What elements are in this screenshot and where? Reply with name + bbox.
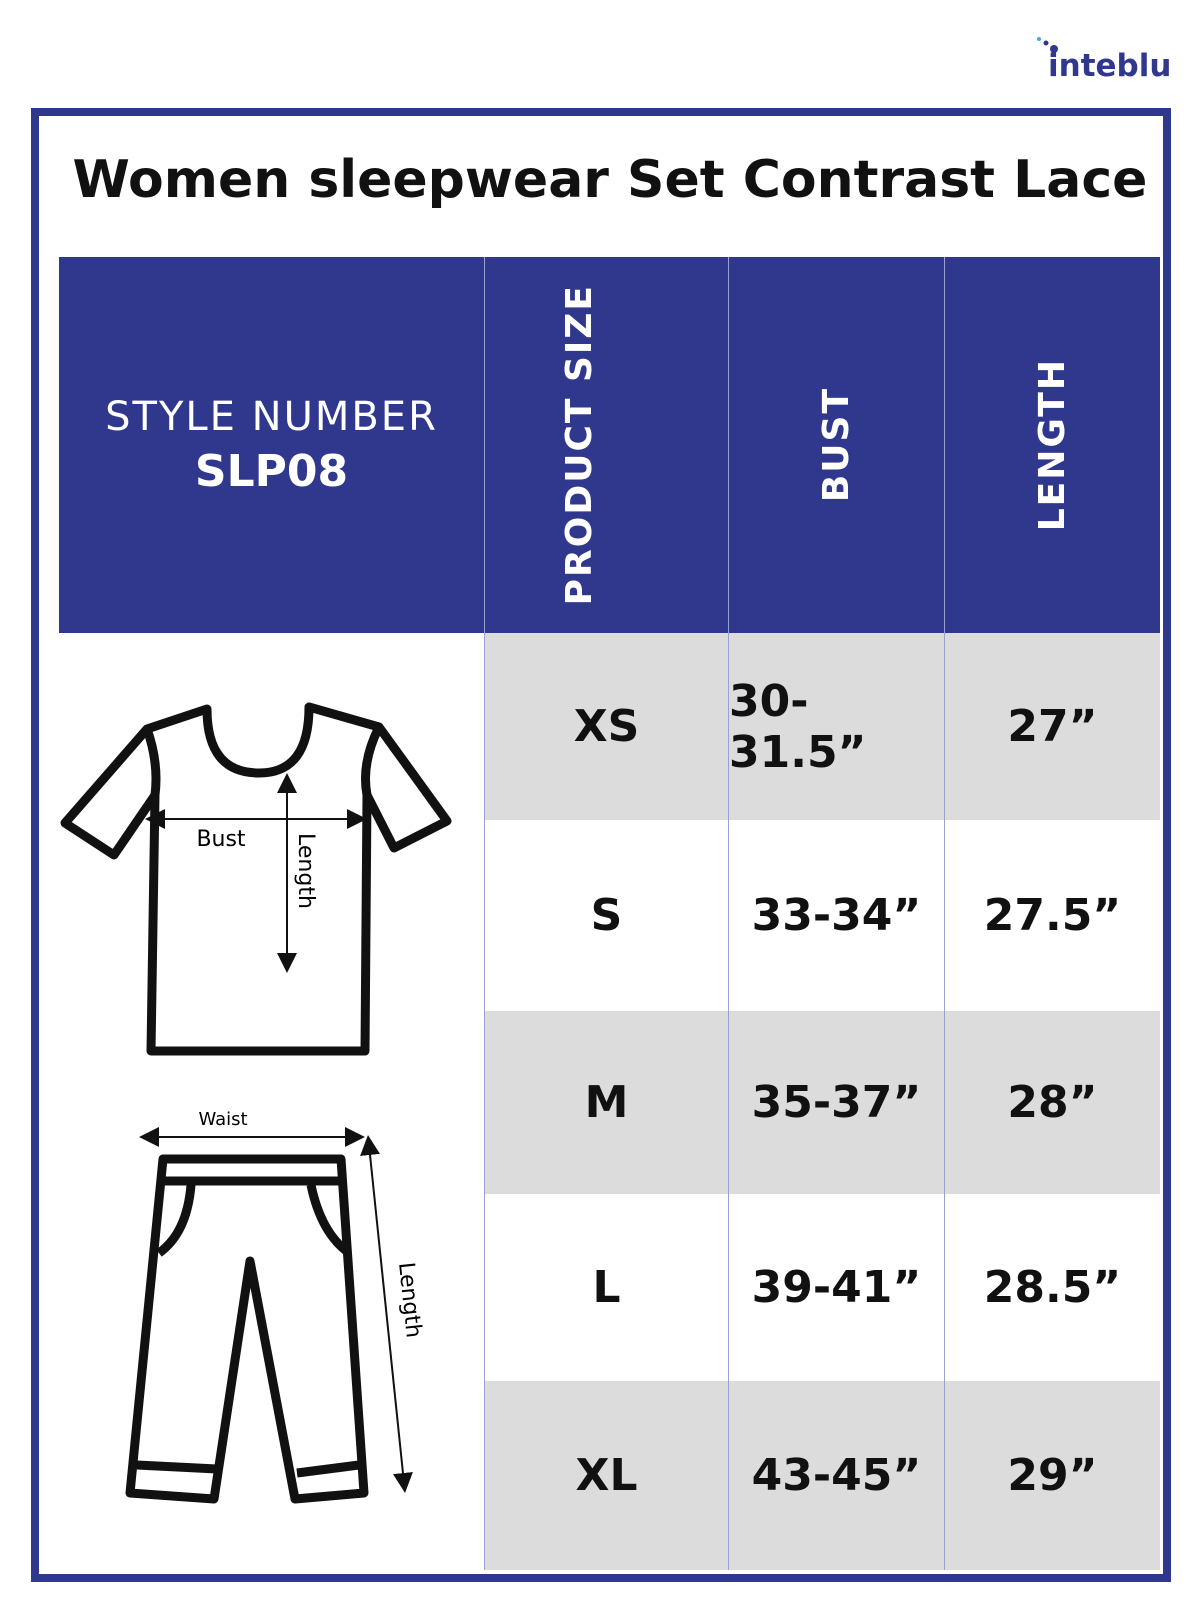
- cell-size: M: [485, 1011, 728, 1194]
- waist-label: Waist: [198, 1109, 247, 1130]
- cell-length: 29”: [945, 1381, 1160, 1570]
- column-divider: [728, 257, 729, 1570]
- pants-icon: [125, 1154, 369, 1504]
- cell-size: XL: [485, 1381, 728, 1570]
- cell-length: 27”: [945, 633, 1160, 820]
- size-chart-frame: [31, 108, 1171, 1582]
- tshirt-icon: [60, 702, 452, 1056]
- cell-bust: 30-31.5”: [729, 633, 944, 820]
- logo-dots-icon: [1037, 37, 1058, 53]
- cell-length: 28”: [945, 1011, 1160, 1194]
- pants-length-label: Length: [393, 1261, 426, 1339]
- cell-size: S: [590, 890, 623, 941]
- bust-label: Bust: [196, 827, 245, 852]
- style-number-header: STYLE NUMBER SLP08: [59, 257, 484, 633]
- column-divider: [944, 257, 945, 1570]
- header-bust: BUST: [729, 257, 944, 633]
- style-number: SLP08: [194, 445, 349, 497]
- brand-logo: inteblu: [1048, 48, 1172, 84]
- header-label: PRODUCT SIZE: [558, 284, 600, 606]
- cell-bust: 35-37”: [729, 1011, 944, 1194]
- style-label: STYLE NUMBER: [105, 393, 438, 440]
- cell-size: XS: [485, 633, 728, 820]
- shirt-length-label: Length: [293, 833, 318, 909]
- header-label: LENGTH: [1031, 358, 1073, 532]
- header-label: BUST: [815, 387, 857, 503]
- column-divider: [484, 257, 485, 1570]
- cell-bust: 43-45”: [729, 1381, 944, 1570]
- cell-bust: 39-41”: [751, 1262, 922, 1313]
- header-length: LENGTH: [945, 257, 1160, 633]
- cell-length: 28.5”: [983, 1262, 1122, 1313]
- garment-diagram: Bust Length Waist Length: [60, 702, 452, 1504]
- page-title: Women sleepwear Set Contrast Lace: [72, 150, 1148, 210]
- cell-bust: 33-34”: [751, 890, 922, 941]
- cell-size: L: [592, 1262, 621, 1313]
- cell-length: 27.5”: [983, 890, 1122, 941]
- header-product-size: PRODUCT SIZE: [485, 257, 728, 633]
